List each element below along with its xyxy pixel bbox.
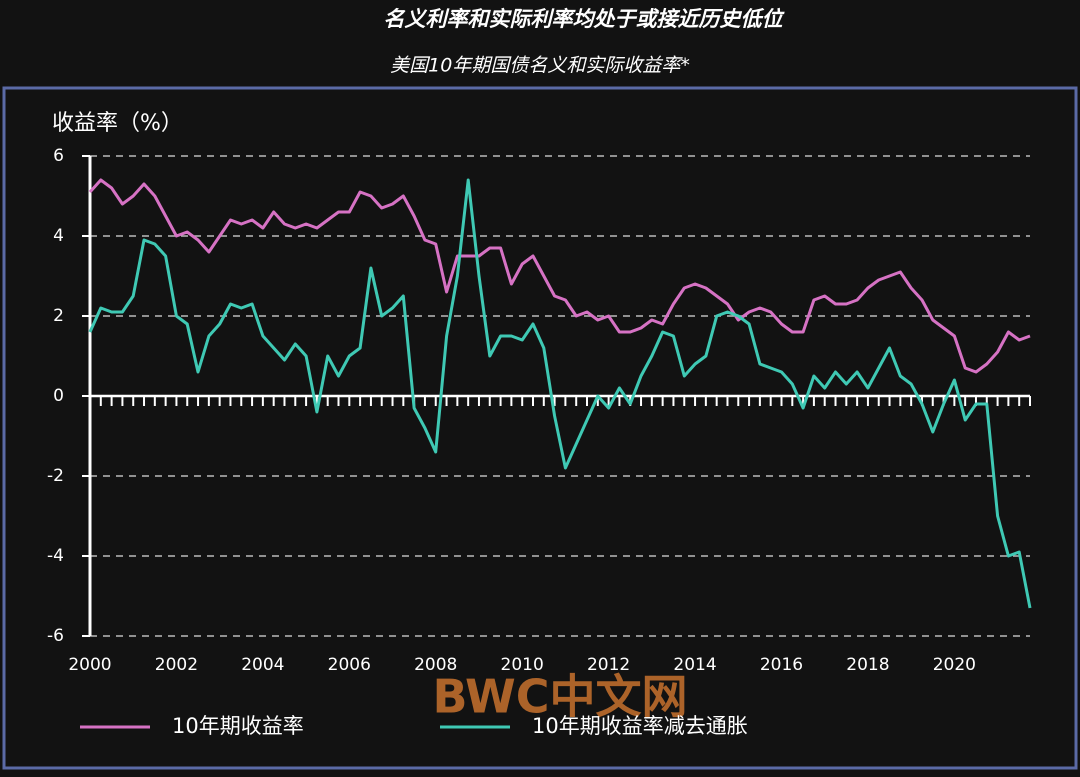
y-axis-label: 收益率（%） [52,111,183,136]
y-tick-label: -4 [47,546,64,566]
watermark: BWC中文网 [432,670,687,724]
y-tick-label: 2 [53,306,64,326]
y-tick-label: -2 [47,466,64,486]
x-tick-label: 2000 [68,655,111,675]
x-tick-label: 2012 [587,655,630,675]
x-tick-label: 2014 [673,655,716,675]
legend-label: 10年期收益率减去通胀 [532,714,748,738]
series-line [88,178,1031,374]
x-tick-label: 2008 [414,655,457,675]
series-line [88,178,1032,609]
chart-subtitle: 美国10年期国债名义和实际收益率* [390,55,690,77]
x-tick-label: 2006 [328,655,371,675]
chart-title: 名义利率和实际利率均处于或接近历史低位 [384,7,786,31]
x-tick-label: 2016 [760,655,803,675]
frame [2,86,1078,770]
x-tick-label: 2010 [501,655,544,675]
legend-label: 10年期收益率 [172,714,304,738]
x-tick-label: 2020 [933,655,976,675]
y-tick-label: 4 [53,226,64,246]
x-tick-label: 2004 [241,655,284,675]
x-tick-label: 2002 [155,655,198,675]
y-tick-label: 6 [53,146,64,166]
x-tick-label: 2018 [846,655,889,675]
y-tick-label: -6 [47,626,64,646]
y-tick-label: 0 [53,386,64,406]
